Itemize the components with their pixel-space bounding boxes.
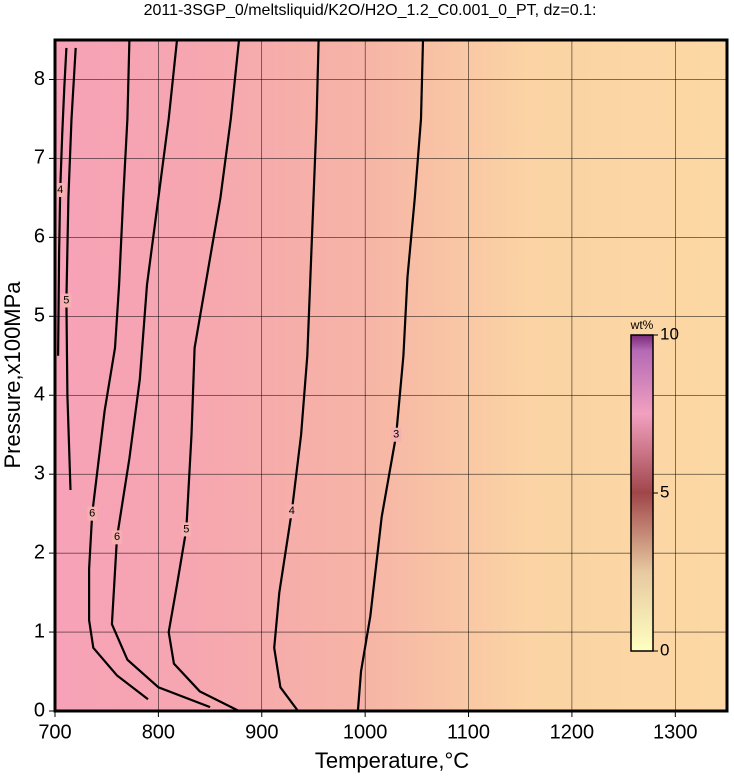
plot-background [55,40,727,711]
contour-label-bg [61,293,72,308]
contour-line [65,47,77,491]
x-tick-label: 900 [245,721,278,743]
x-tick-label: 1200 [550,721,595,743]
contour-line [88,39,149,701]
contour-label: 3 [393,429,399,441]
x-tick-label: 700 [38,721,71,743]
contour-label-bg [112,530,123,545]
colorbar [630,334,654,652]
contour-label-bg [87,506,98,521]
contour-line [57,47,68,356]
contour-label: 5 [183,523,189,535]
colorbar-tick-label: 10 [660,324,679,343]
x-tick-label: 1000 [343,721,388,743]
y-tick-label: 8 [34,68,45,90]
contour-label-bg [55,182,66,197]
contour-label-bg [286,504,297,519]
y-tick-label: 3 [34,462,45,484]
x-tick-label: 1100 [447,721,490,743]
contour-label: 6 [114,531,120,543]
contour-line [356,39,425,712]
colorbar-tick-label: 5 [660,482,669,501]
y-tick-label: 2 [34,541,45,563]
contour-label: 5 [63,294,69,306]
contour-line [110,39,211,709]
contour-label: 6 [89,508,95,520]
x-tick-label: 1300 [653,721,698,743]
x-axis-label: Temperature,°C [315,748,469,773]
chart-title: 2011-3SGP_0/meltsliquid/K2O/H2O_1.2_C0.0… [144,2,597,19]
plot-frame [53,38,729,713]
y-tick-label: 7 [34,147,45,169]
y-tick-label: 1 [34,620,45,642]
contour-line [273,39,320,712]
y-tick-label: 0 [34,699,45,721]
y-tick-label: 4 [34,384,45,406]
colorbar-tick-label: 0 [660,640,669,659]
contour-label-bg [181,522,192,537]
y-tick-label: 5 [34,305,45,327]
y-tick-label: 6 [34,226,45,248]
colorbar-label: wt% [630,318,654,332]
x-tick-label: 800 [142,721,175,743]
y-axis-label: Pressure,x100MPa [0,281,25,469]
contour-label-bg [391,427,402,442]
contour-label: 4 [57,184,63,196]
contour-line [167,39,241,712]
contour-label: 4 [289,505,295,517]
